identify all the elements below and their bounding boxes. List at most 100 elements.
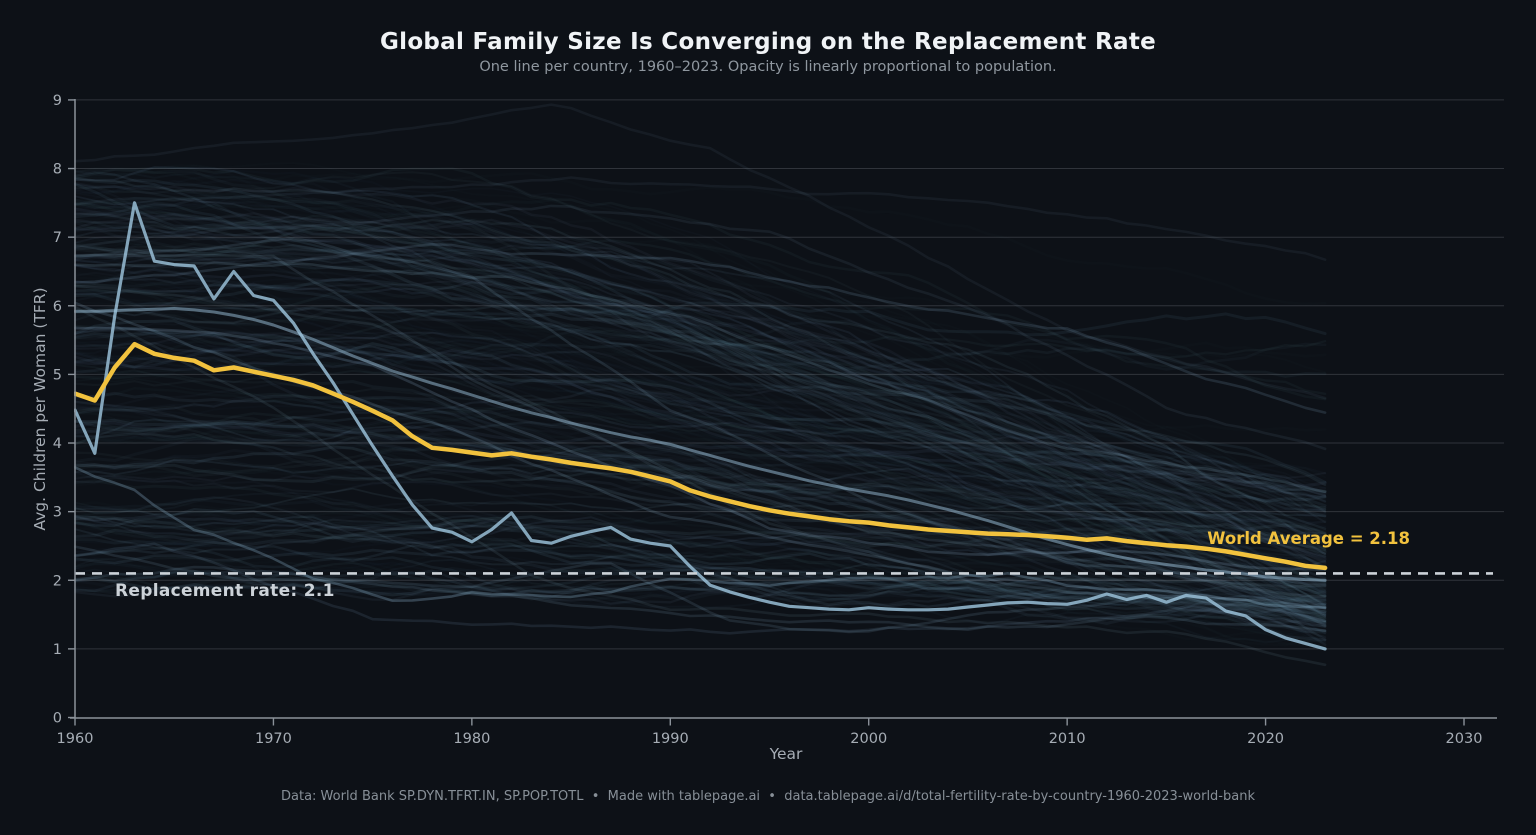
country-line bbox=[74, 232, 1327, 524]
country-line bbox=[74, 407, 1327, 627]
country-line bbox=[74, 219, 1327, 583]
country-line-germany bbox=[74, 542, 1327, 635]
country-line bbox=[74, 408, 1327, 646]
world-average-line bbox=[74, 341, 1328, 571]
country-line bbox=[74, 215, 1327, 551]
country-line bbox=[74, 508, 1327, 617]
country-line bbox=[74, 341, 1327, 509]
country-line-ethiopia bbox=[74, 204, 1327, 451]
country-line bbox=[74, 330, 1327, 378]
country-line bbox=[74, 557, 1327, 623]
country-line bbox=[74, 514, 1327, 642]
country-line bbox=[74, 379, 1327, 610]
country-line bbox=[74, 418, 1327, 608]
country-line bbox=[74, 487, 1326, 555]
country-line bbox=[74, 583, 1327, 624]
country-line bbox=[74, 207, 1327, 561]
country-line bbox=[74, 277, 1327, 558]
country-line bbox=[74, 212, 1327, 571]
country-line bbox=[74, 295, 1327, 511]
country-line bbox=[74, 391, 1327, 609]
country-line bbox=[74, 432, 1327, 583]
country-line bbox=[74, 541, 1327, 633]
country-line bbox=[74, 356, 1327, 601]
country-line bbox=[74, 171, 1327, 512]
x-tick-label: 1970 bbox=[255, 731, 292, 747]
x-tick-label: 2000 bbox=[850, 731, 887, 747]
country-line bbox=[74, 576, 1327, 606]
country-line bbox=[74, 264, 1327, 495]
y-tick-label: 8 bbox=[53, 162, 62, 178]
chart-subtitle: One line per country, 1960–2023. Opacity… bbox=[479, 59, 1057, 75]
country-line bbox=[74, 283, 1327, 518]
y-axis-label: Avg. Children per Woman (TFR) bbox=[31, 287, 49, 531]
y-tick-label: 6 bbox=[53, 299, 62, 315]
country-line bbox=[74, 339, 1327, 595]
x-tick-label: 1990 bbox=[652, 731, 689, 747]
country-line bbox=[74, 454, 1327, 536]
axes: 1960 1970 1980 1990 2000 2010 2020 2030 0 1 2 3 4 5 6 7… bbox=[53, 93, 1497, 747]
country-line bbox=[74, 569, 1327, 613]
y-tick-label: 9 bbox=[53, 93, 62, 109]
x-tick-label: 2020 bbox=[1247, 731, 1284, 747]
world-average-annotation: World Average = 2.18 bbox=[1207, 529, 1410, 548]
country-line bbox=[74, 281, 1327, 536]
country-line bbox=[74, 521, 1327, 609]
country-line bbox=[74, 436, 1327, 614]
country-line bbox=[74, 458, 1327, 518]
country-line bbox=[74, 203, 1327, 484]
country-line bbox=[74, 312, 1327, 359]
country-line-niger bbox=[74, 176, 1327, 262]
country-line bbox=[74, 421, 1327, 565]
country-line bbox=[74, 515, 1327, 554]
x-axis-label: Year bbox=[769, 745, 803, 763]
country-line bbox=[74, 528, 1327, 634]
country-line bbox=[74, 238, 1327, 584]
country-line bbox=[74, 195, 1326, 497]
country-line bbox=[74, 225, 1327, 556]
country-line bbox=[74, 514, 1327, 622]
country-line bbox=[74, 166, 1327, 401]
country-line-china bbox=[74, 201, 1327, 651]
country-line bbox=[74, 421, 1327, 490]
country-line bbox=[74, 255, 1327, 608]
country-line bbox=[74, 528, 1327, 618]
country-line bbox=[74, 182, 1327, 508]
country-line bbox=[74, 329, 1326, 623]
country-line bbox=[74, 283, 1327, 616]
country-line bbox=[74, 202, 1327, 550]
footer-credits: Data: World Bank SP.DYN.TFRT.IN, SP.POP.… bbox=[281, 789, 1255, 804]
country-line bbox=[74, 171, 1327, 556]
x-tick-label: 2010 bbox=[1049, 731, 1086, 747]
country-line bbox=[74, 349, 1327, 580]
country-line-bangladesh bbox=[74, 237, 1327, 586]
x-tick-label: 1960 bbox=[57, 731, 94, 747]
country-line-indonesia bbox=[74, 326, 1327, 572]
country-line-nigeria bbox=[74, 243, 1327, 414]
country-line bbox=[74, 280, 1327, 539]
y-tick-label: 1 bbox=[53, 642, 62, 658]
world-average-layer bbox=[74, 341, 1328, 571]
country-line bbox=[74, 496, 1327, 621]
country-line bbox=[74, 212, 1327, 530]
country-line bbox=[74, 176, 1327, 487]
country-line bbox=[74, 329, 1327, 626]
country-line bbox=[74, 252, 1327, 540]
country-line-russia bbox=[74, 545, 1327, 634]
country-line bbox=[74, 491, 1327, 563]
country-line bbox=[74, 514, 1327, 610]
country-line bbox=[74, 247, 1327, 628]
country-line bbox=[74, 166, 1327, 498]
country-line bbox=[74, 214, 1327, 395]
country-line bbox=[74, 168, 1327, 577]
y-tick-label: 7 bbox=[53, 230, 62, 246]
replacement-rate-annotation: Replacement rate: 2.1 bbox=[115, 581, 335, 601]
country-line-india bbox=[74, 307, 1327, 582]
country-line bbox=[74, 325, 1327, 497]
country-line bbox=[74, 177, 1327, 626]
country-line bbox=[74, 348, 1327, 540]
country-line bbox=[74, 546, 1327, 615]
x-tick-label: 1980 bbox=[453, 731, 490, 747]
